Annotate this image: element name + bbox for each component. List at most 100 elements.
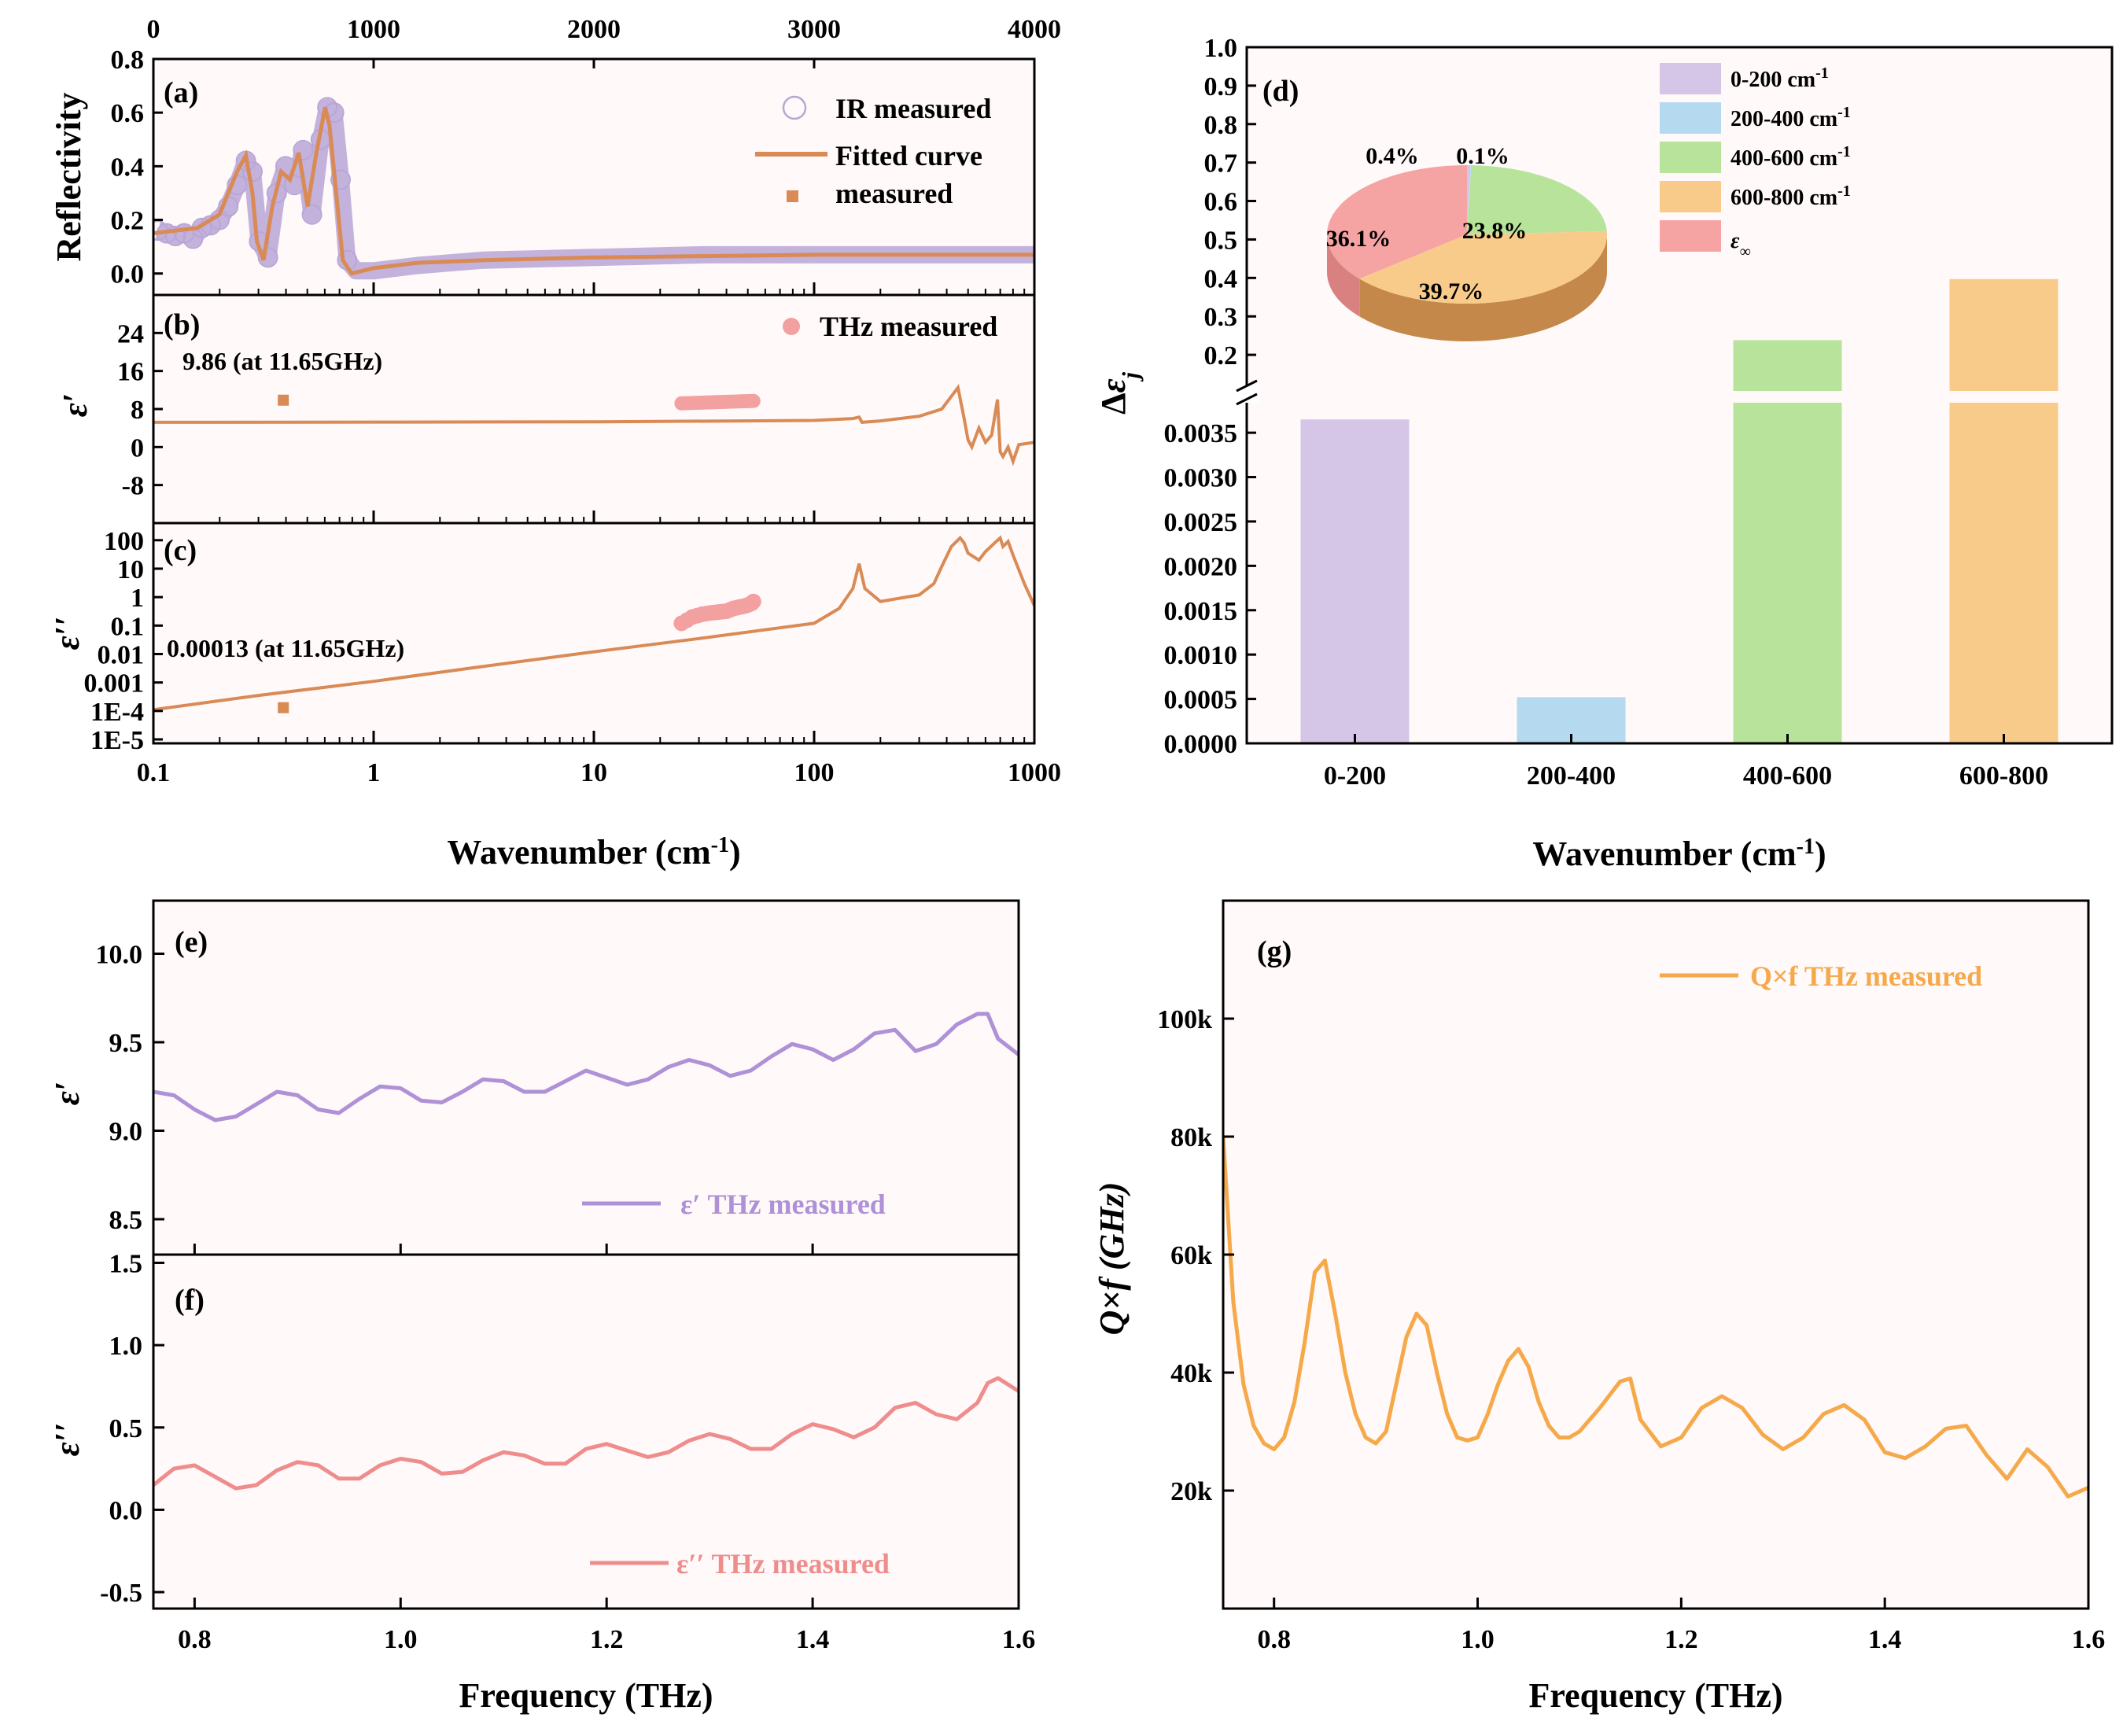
y-axis-title-e: ε′: [48, 1082, 87, 1105]
x-axis-title-f: Frequency (THz): [459, 1676, 713, 1715]
x-axis-title-d: Wavenumber (cm-1): [1532, 835, 1826, 874]
y-tick-label-d-upper: 0.4: [1204, 264, 1238, 293]
y-axis-title-f: ε′′: [48, 1423, 87, 1457]
x-tick-label-f: 1.2: [590, 1625, 624, 1654]
top-x-tick-label: 3000: [787, 15, 841, 44]
legend-label-e: ε′ THz measured: [680, 1189, 886, 1220]
y-tick-label-b: 16: [117, 358, 144, 387]
fitted-curve-a: [153, 106, 1034, 276]
y-tick-label-d-upper: 1.0: [1204, 34, 1238, 63]
y-tick-label-d-upper: 0.6: [1204, 188, 1238, 217]
x-tick-label-g: 1.4: [1868, 1625, 1902, 1654]
y-tick-label-d-upper: 0.5: [1204, 226, 1238, 255]
y-tick-label-b: -8: [122, 472, 144, 501]
axis-break-mark-lower: [1236, 393, 1258, 406]
y-tick-label-g: 20k: [1170, 1477, 1212, 1506]
panel-label-e: (e): [175, 926, 208, 959]
y-tick-label-d-lower: 0.0015: [1164, 597, 1238, 626]
y-tick-label-c: 10: [117, 555, 144, 584]
y-tick-label-e: 8.5: [109, 1206, 143, 1235]
y-tick-label-c: 0.001: [84, 669, 145, 698]
frame-abc: [152, 57, 1036, 745]
x-tick-label-g: 1.6: [2072, 1625, 2106, 1654]
x-tick-label-d: 600-800: [1959, 761, 2048, 791]
panel-label-f: (f): [175, 1284, 205, 1317]
y-tick-label-c: 1E-4: [90, 698, 144, 727]
bar-600-800-lower: [1949, 403, 2058, 743]
axis-break-gap: [1239, 385, 1259, 403]
x-tick-label-c: 1000: [1008, 758, 1061, 787]
panel-label-a: (a): [164, 76, 198, 109]
y-tick-label-b: 8: [131, 396, 144, 425]
legend-label-g: Q×f THz measured: [1750, 960, 1982, 992]
y-tick-label-f: -0.5: [100, 1579, 142, 1608]
legend-swatch-600-800: [1660, 181, 1721, 212]
bar-400-600-lower: [1733, 403, 1842, 743]
legend-label-fitted-curve: Fitted curve: [835, 140, 982, 171]
legend-label-f: ε′′ THz measured: [676, 1548, 890, 1579]
y-tick-label-d-lower: 0.0020: [1164, 552, 1238, 581]
bar-400-600-upper: [1733, 340, 1842, 391]
pie-label-200-400: 0.1%: [1456, 143, 1509, 169]
y-tick-label-d-lower: 0.0030: [1164, 464, 1238, 493]
y-tick-label-a: 0.2: [111, 207, 145, 236]
fitted-curve-c: [153, 535, 1034, 712]
legend-marker-thz-measured: [783, 318, 800, 335]
top-x-tick-label: 2000: [567, 15, 621, 44]
legend-marker-ir-measured: [782, 95, 807, 120]
pie-slice-ε∞: [1327, 165, 1467, 279]
x-tick-label-c: 10: [581, 758, 607, 787]
top-x-tick-label: 0: [147, 15, 160, 44]
legend-swatch-0-200: [1660, 63, 1721, 94]
y-tick-label-f: 1.0: [109, 1332, 143, 1361]
annotation-b: 9.86 (at 11.65GHz): [182, 347, 382, 375]
legend-label-thz-measured: THz measured: [820, 311, 997, 342]
y-tick-label-d-upper: 0.9: [1204, 72, 1238, 101]
y-axis-title-d: Δεj: [1094, 371, 1144, 415]
legend-label-0-200: 0-200 cm-1: [1730, 65, 1829, 92]
y-tick-label-d-lower: 0.0025: [1164, 508, 1238, 537]
pie-slice-600-800: [1359, 230, 1607, 304]
panel-label-g: (g): [1257, 935, 1292, 968]
axis-break-mark-upper: [1236, 379, 1258, 393]
y-tick-label-d-lower: 0.0005: [1164, 686, 1238, 715]
pie-label-600-800: 39.7%: [1419, 278, 1484, 304]
x-tick-label-d: 0-200: [1324, 761, 1386, 791]
panel-label-b: (b): [164, 308, 200, 341]
pie-label-ε∞: 36.1%: [1326, 226, 1391, 252]
y-tick-label-e: 10.0: [96, 941, 143, 970]
x-tick-label-d: 400-600: [1743, 761, 1832, 791]
y-tick-label-c: 1: [131, 584, 144, 613]
fitted-curve-b: [153, 384, 1034, 466]
y-tick-label-e: 9.0: [109, 1118, 143, 1147]
x-tick-label-f: 0.8: [178, 1625, 212, 1654]
panel-label-d: (d): [1262, 75, 1299, 108]
y-tick-label-d-lower: 0.0010: [1164, 641, 1238, 670]
pie-slice-400-600: [1467, 165, 1607, 234]
bar-0-200: [1300, 419, 1410, 743]
y-tick-label-c: 1E-5: [90, 726, 144, 755]
legend-label-400-600: 400-600 cm-1: [1730, 143, 1851, 171]
pie-slice-200-400: [1467, 165, 1472, 234]
legend-swatch-200-400: [1660, 102, 1721, 134]
y-axis-title-b: ε′: [56, 393, 94, 417]
thz-measured-point-b: [746, 393, 761, 408]
x-tick-label-d: 200-400: [1527, 761, 1616, 791]
x-tick-label-g: 1.2: [1664, 1625, 1698, 1654]
y-axis-title-g: Q×f (GHz): [1093, 1182, 1131, 1336]
y-tick-label-b: 0: [131, 433, 144, 463]
panel-g-background: [1223, 901, 2088, 1609]
y-tick-label-f: 0.5: [109, 1414, 143, 1443]
y-tick-label-d-upper: 0.3: [1204, 303, 1238, 332]
y-tick-label-c: 0.01: [98, 640, 145, 669]
y-tick-label-d-lower: 0.0035: [1164, 419, 1238, 448]
legend-label-600-800: 600-800 cm-1: [1730, 182, 1851, 210]
y-axis-title-c: ε′′: [48, 617, 87, 651]
bar-600-800-upper: [1949, 278, 2058, 391]
pie-chart: 0.4% 0.1% 23.8% 39.7% 36.1%: [1326, 143, 1607, 342]
y-tick-label-g: 60k: [1170, 1241, 1212, 1270]
annotation-c: 0.00013 (at 11.65GHz): [167, 634, 404, 662]
y-tick-label-g: 80k: [1170, 1123, 1212, 1152]
legend-label-200-400: 200-400 cm-1: [1730, 104, 1851, 131]
